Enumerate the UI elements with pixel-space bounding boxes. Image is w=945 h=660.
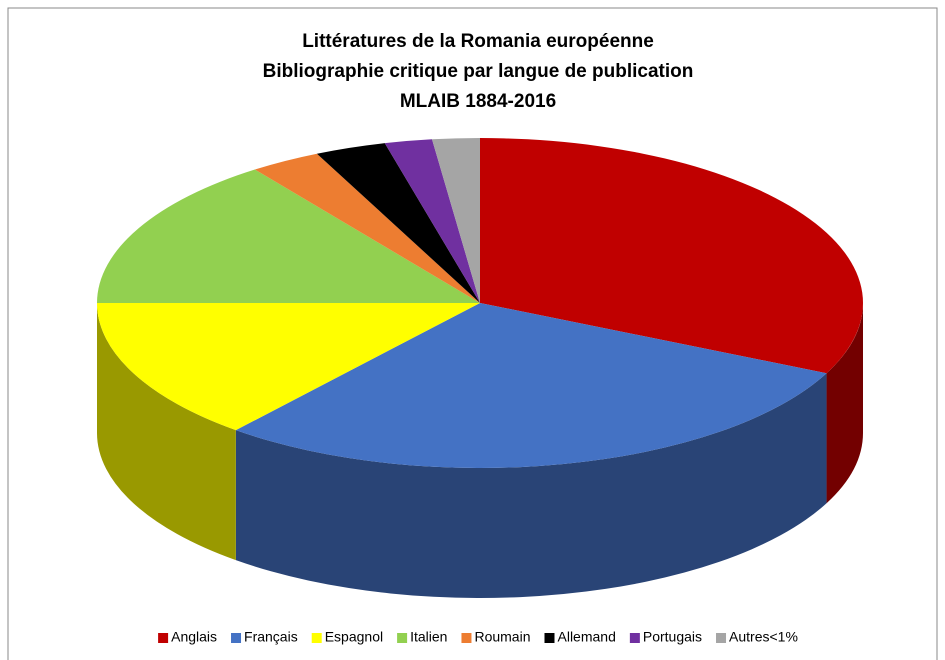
legend-label: Anglais [171,629,217,645]
legend-swatch [544,633,555,643]
legend: Anglais Français Espagnol Italien Roumain All… [158,629,798,645]
pie-slice [480,138,863,374]
legend-swatch [311,633,322,643]
pie-side [97,303,236,561]
legend-label: Français [244,629,298,645]
legend-label: Italien [410,629,447,645]
chart-title: Littératures de la Romania européenne [302,31,654,52]
legend-label: Espagnol [325,629,383,645]
legend-swatch [716,633,727,643]
pie-slice [384,139,480,303]
pie-slice [235,303,827,468]
pie-slice [97,303,480,431]
pie-slice [97,169,480,303]
chart-title: MLAIB 1884-2016 [400,91,556,112]
pie-slice [431,138,480,303]
legend-swatch [461,633,472,643]
legend-label: Roumain [474,629,530,645]
pie-side [826,303,863,504]
chart-title: Bibliographie critique par langue de pub… [263,61,694,82]
legend-label: Portugais [643,629,702,645]
legend-swatch [158,633,169,643]
legend-label: Allemand [557,629,615,645]
legend-swatch [231,633,242,643]
legend-swatch [629,633,640,643]
pie-slice [254,153,480,303]
legend-swatch [397,633,408,643]
legend-label: Autres<1% [729,629,798,645]
pie-slice [316,143,480,303]
pie-side [235,373,827,598]
